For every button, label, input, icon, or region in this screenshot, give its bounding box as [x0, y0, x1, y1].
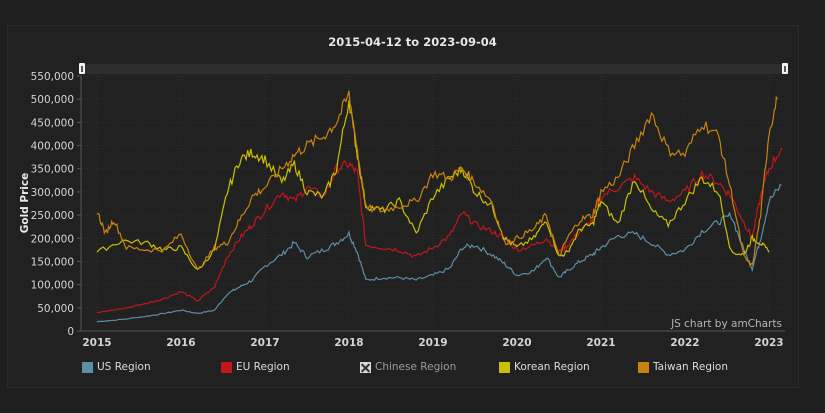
- legend-label-korean: Korean Region: [514, 361, 590, 373]
- grid-lines: [81, 75, 785, 332]
- amcharts-credit[interactable]: JS chart by amCharts: [670, 318, 782, 330]
- series-line-korean-region[interactable]: [96, 100, 770, 271]
- legend-label-taiwan: Taiwan Region: [653, 361, 728, 373]
- y-tick-label: 350,000: [31, 164, 74, 176]
- y-tick-label: 250,000: [31, 210, 74, 222]
- y-tick-label: 450,000: [31, 117, 74, 129]
- y-tick-label: 550,000: [31, 71, 74, 83]
- legend-disabled-x-icon: [360, 361, 371, 373]
- legend-label-us: US Region: [97, 361, 151, 373]
- grip-mark-right: [784, 66, 786, 72]
- legend-item-chinese[interactable]: Chinese Region: [360, 361, 456, 373]
- x-tick-label: 2017: [250, 337, 279, 349]
- series-line-eu-region[interactable]: [96, 147, 783, 314]
- series-lines: [96, 90, 783, 323]
- y-tick-label: 200,000: [31, 233, 74, 245]
- legend-item-korean[interactable]: Korean Region: [499, 361, 590, 373]
- legend-label-eu: EU Region: [236, 361, 290, 373]
- scrollbar-track[interactable]: [81, 64, 785, 74]
- legend: US Region EU Region Chinese Region Korea…: [0, 361, 825, 377]
- y-tick-label: 100,000: [31, 280, 74, 292]
- y-tick-label: 500,000: [31, 94, 74, 106]
- legend-swatch-eu: [221, 361, 232, 373]
- chart-title: 2015-04-12 to 2023-09-04: [328, 35, 497, 49]
- x-tick-label: 2023: [754, 337, 783, 349]
- y-tick-label: 50,000: [37, 303, 74, 315]
- x-tick-label: 2019: [418, 337, 447, 349]
- y-tick-label: 400,000: [31, 141, 74, 153]
- y-tick-label: 0: [67, 326, 74, 338]
- y-tick-label: 300,000: [31, 187, 74, 199]
- x-tick-label: 2015: [82, 337, 111, 349]
- x-tick-label: 2020: [502, 337, 531, 349]
- legend-swatch-taiwan: [638, 361, 649, 373]
- series-line-taiwan-region[interactable]: [96, 90, 778, 271]
- y-axis-title: Gold Price: [19, 173, 31, 233]
- x-tick-label: 2021: [586, 337, 615, 349]
- legend-swatch-us: [82, 361, 93, 373]
- x-tick-label: 2018: [334, 337, 363, 349]
- y-tick-label: 150,000: [31, 256, 74, 268]
- legend-item-taiwan[interactable]: Taiwan Region: [638, 361, 728, 373]
- legend-swatch-korean: [499, 361, 510, 373]
- legend-label-chinese: Chinese Region: [375, 361, 457, 373]
- series-line-us-region[interactable]: [96, 184, 782, 323]
- x-axis: 2015 2016 2017 2018 2019 2020 2021 2022 2023: [82, 337, 783, 349]
- y-axis: 0 50,000 100,000 150,000 200,000 250,000 300,0…: [31, 71, 81, 338]
- legend-item-us[interactable]: US Region: [82, 361, 151, 373]
- x-tick-label: 2016: [166, 337, 195, 349]
- grip-mark-left: [81, 66, 83, 72]
- legend-item-eu[interactable]: EU Region: [221, 361, 290, 373]
- x-tick-label: 2022: [670, 337, 699, 349]
